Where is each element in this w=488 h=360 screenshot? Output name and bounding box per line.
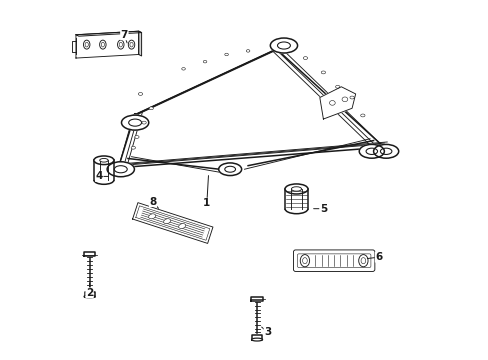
Ellipse shape bbox=[291, 187, 301, 191]
Polygon shape bbox=[84, 292, 94, 297]
Polygon shape bbox=[285, 189, 307, 209]
Ellipse shape bbox=[360, 114, 364, 117]
Polygon shape bbox=[132, 203, 212, 243]
Polygon shape bbox=[94, 160, 114, 180]
Text: 3: 3 bbox=[264, 327, 271, 337]
Ellipse shape bbox=[119, 42, 122, 47]
Ellipse shape bbox=[131, 146, 135, 149]
FancyBboxPatch shape bbox=[297, 254, 370, 267]
Text: 2: 2 bbox=[86, 288, 93, 298]
Ellipse shape bbox=[149, 107, 153, 110]
Polygon shape bbox=[139, 31, 142, 56]
Polygon shape bbox=[251, 297, 262, 301]
Ellipse shape bbox=[100, 40, 106, 49]
Ellipse shape bbox=[270, 38, 297, 53]
Ellipse shape bbox=[373, 144, 398, 158]
Polygon shape bbox=[83, 252, 95, 256]
Ellipse shape bbox=[349, 96, 353, 99]
Ellipse shape bbox=[148, 214, 155, 219]
Ellipse shape bbox=[121, 115, 148, 130]
Ellipse shape bbox=[285, 184, 307, 194]
Ellipse shape bbox=[321, 71, 325, 74]
Ellipse shape bbox=[300, 255, 309, 267]
Ellipse shape bbox=[178, 224, 185, 229]
Ellipse shape bbox=[163, 219, 170, 224]
Ellipse shape bbox=[142, 121, 146, 124]
Polygon shape bbox=[76, 31, 142, 36]
Ellipse shape bbox=[341, 97, 347, 102]
Ellipse shape bbox=[128, 40, 135, 49]
Text: 1: 1 bbox=[203, 198, 210, 208]
Ellipse shape bbox=[182, 68, 185, 70]
Ellipse shape bbox=[359, 144, 384, 158]
Ellipse shape bbox=[203, 60, 206, 63]
Ellipse shape bbox=[135, 135, 139, 138]
Text: 4: 4 bbox=[95, 171, 103, 181]
Ellipse shape bbox=[302, 258, 306, 264]
Ellipse shape bbox=[360, 258, 365, 264]
Ellipse shape bbox=[138, 93, 142, 95]
FancyBboxPatch shape bbox=[293, 250, 374, 271]
Ellipse shape bbox=[94, 156, 114, 165]
Ellipse shape bbox=[335, 85, 339, 88]
Text: 8: 8 bbox=[149, 197, 156, 207]
Ellipse shape bbox=[224, 53, 228, 56]
Polygon shape bbox=[319, 87, 355, 119]
Ellipse shape bbox=[83, 40, 90, 49]
Ellipse shape bbox=[246, 50, 249, 52]
Ellipse shape bbox=[117, 40, 124, 49]
Polygon shape bbox=[251, 335, 262, 339]
Ellipse shape bbox=[101, 42, 104, 47]
Ellipse shape bbox=[84, 295, 95, 298]
Ellipse shape bbox=[107, 162, 134, 177]
Ellipse shape bbox=[130, 42, 133, 47]
Text: 6: 6 bbox=[375, 252, 382, 262]
Text: 5: 5 bbox=[319, 204, 326, 214]
Ellipse shape bbox=[329, 100, 335, 105]
Polygon shape bbox=[76, 31, 139, 58]
Ellipse shape bbox=[358, 255, 367, 267]
Ellipse shape bbox=[251, 338, 262, 341]
Ellipse shape bbox=[303, 57, 307, 59]
Ellipse shape bbox=[218, 163, 241, 176]
Ellipse shape bbox=[85, 42, 88, 47]
Ellipse shape bbox=[100, 158, 108, 162]
Text: 7: 7 bbox=[121, 30, 128, 40]
